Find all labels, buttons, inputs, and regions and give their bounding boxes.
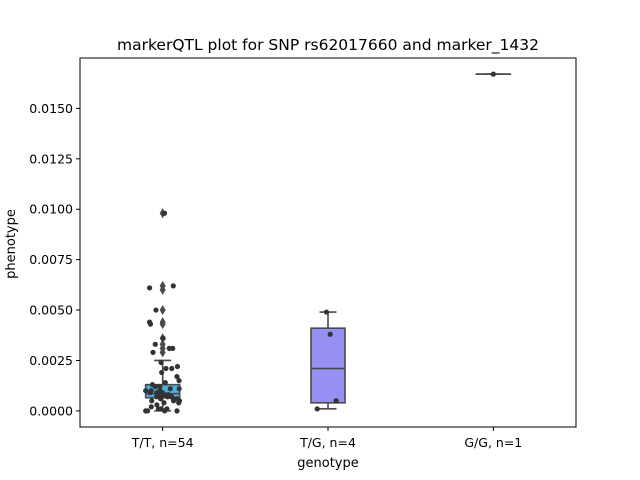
data-point	[176, 386, 182, 392]
data-point	[145, 408, 151, 414]
data-point	[327, 331, 333, 337]
plot-area	[143, 71, 512, 414]
outlier-marker	[159, 317, 166, 328]
box	[310, 327, 346, 404]
data-point	[158, 359, 164, 366]
data-point	[161, 210, 168, 216]
y-axis-label: phenotype	[4, 209, 19, 279]
strip-points	[314, 309, 339, 412]
data-point	[150, 349, 156, 355]
data-point	[174, 363, 181, 370]
data-point	[169, 365, 175, 372]
data-point	[174, 373, 180, 380]
data-point	[149, 398, 155, 404]
x-tick-label: G/G, n=1	[464, 435, 522, 450]
data-point	[146, 319, 153, 325]
chart-title: markerQTL plot for SNP rs62017660 and ma…	[117, 36, 539, 55]
y-tick-label: 0.0125	[29, 151, 73, 166]
x-tick-label: T/G, n=4	[299, 435, 356, 450]
data-point	[163, 365, 169, 372]
x-axis-label: genotype	[297, 456, 358, 471]
data-point	[162, 380, 168, 386]
data-point	[158, 406, 164, 412]
y-tick-label: 0.0100	[29, 202, 73, 217]
data-point	[170, 283, 176, 289]
y-tick-label: 0.0000	[29, 403, 73, 418]
outlier-marker	[159, 280, 166, 291]
data-point	[164, 406, 170, 412]
data-point	[152, 341, 158, 347]
y-tick-label: 0.0025	[29, 353, 73, 368]
data-point	[167, 386, 173, 392]
data-point	[314, 406, 320, 412]
y-axis: 0.0000 0.0025 0.0050 0.0075 0.0100 0.0125 0.01…	[29, 101, 80, 418]
data-point	[157, 388, 163, 394]
outlier-marker	[159, 339, 166, 350]
strip-points	[143, 210, 183, 414]
data-point	[170, 345, 176, 351]
data-point	[174, 396, 180, 402]
data-point	[176, 378, 182, 384]
data-point	[147, 285, 153, 291]
data-point	[323, 309, 330, 315]
data-point	[490, 71, 496, 77]
y-tick-label: 0.0075	[29, 252, 73, 267]
data-point	[333, 398, 339, 404]
data-point	[174, 408, 180, 414]
data-point	[149, 382, 156, 388]
box-group	[310, 311, 346, 410]
data-point	[165, 392, 171, 398]
data-point	[153, 307, 159, 313]
data-point	[148, 388, 154, 394]
x-tick-label: T/T, n=54	[131, 435, 194, 450]
data-point	[159, 369, 165, 376]
data-point	[160, 335, 166, 341]
data-point	[143, 388, 149, 394]
strip-points	[490, 71, 496, 77]
y-tick-label: 0.0150	[29, 101, 73, 116]
data-point	[161, 400, 167, 406]
outlier-marker	[159, 305, 166, 316]
y-tick-label: 0.0050	[29, 303, 73, 318]
data-point	[157, 384, 163, 390]
data-point	[154, 402, 160, 408]
data-point	[148, 404, 154, 410]
x-axis: T/T, n=54 T/G, n=4 G/G, n=1	[131, 427, 522, 450]
